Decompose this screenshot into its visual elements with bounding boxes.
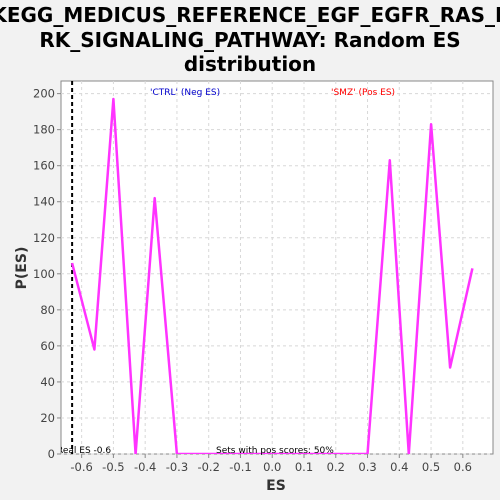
y-tick-label: 20 — [40, 411, 55, 425]
real-es-label: Real ES -0.6 — [57, 446, 111, 456]
chart-title-line-2: RK_SIGNALING_PATHWAY: Random ES — [39, 28, 460, 52]
x-tick-label: 0.3 — [358, 460, 376, 474]
x-tick-label: 0.5 — [422, 460, 440, 474]
y-tick-label: 0 — [48, 447, 55, 461]
y-tick-label: 60 — [40, 339, 55, 353]
y-tick-label: 100 — [33, 267, 55, 281]
grid — [61, 81, 493, 455]
x-axis-title: ES — [266, 478, 286, 494]
y-tick-label: 160 — [33, 159, 55, 173]
y-tick-label: 80 — [40, 303, 55, 317]
y-tick-label: 200 — [33, 87, 55, 101]
series-line — [70, 97, 474, 454]
x-tick-label: -0.2 — [197, 460, 219, 474]
y-tick-label: 40 — [40, 375, 55, 389]
y-tick-label: 140 — [33, 195, 55, 209]
x-tick-label: -0.6 — [70, 460, 92, 474]
pos-es-label: 'SMZ' (Pos ES) — [331, 88, 395, 98]
plot-area — [60, 80, 494, 455]
pos-scores-label: Sets with pos scores: 50% — [216, 446, 334, 456]
x-tick-label: -0.1 — [229, 460, 251, 474]
y-axis-title: P(ES) — [14, 247, 30, 290]
x-tick-label: -0.5 — [102, 460, 124, 474]
x-tick-label: 0.0 — [263, 460, 281, 474]
y-tick-label: 120 — [33, 231, 55, 245]
chart-title-line-1: KEGG_MEDICUS_REFERENCE_EGF_EGFR_RAS_E — [0, 3, 500, 27]
chart-title-line-3: distribution — [184, 52, 316, 76]
x-tick-label: 0.2 — [327, 460, 345, 474]
x-tick-label: -0.4 — [134, 460, 156, 474]
x-tick-label: 0.6 — [454, 460, 472, 474]
y-tick-label: 180 — [33, 123, 55, 137]
x-tick-label: 0.1 — [295, 460, 313, 474]
x-tick-label: 0.4 — [390, 460, 408, 474]
neg-es-label: 'CTRL' (Neg ES) — [150, 88, 220, 98]
x-tick-label: -0.3 — [166, 460, 188, 474]
